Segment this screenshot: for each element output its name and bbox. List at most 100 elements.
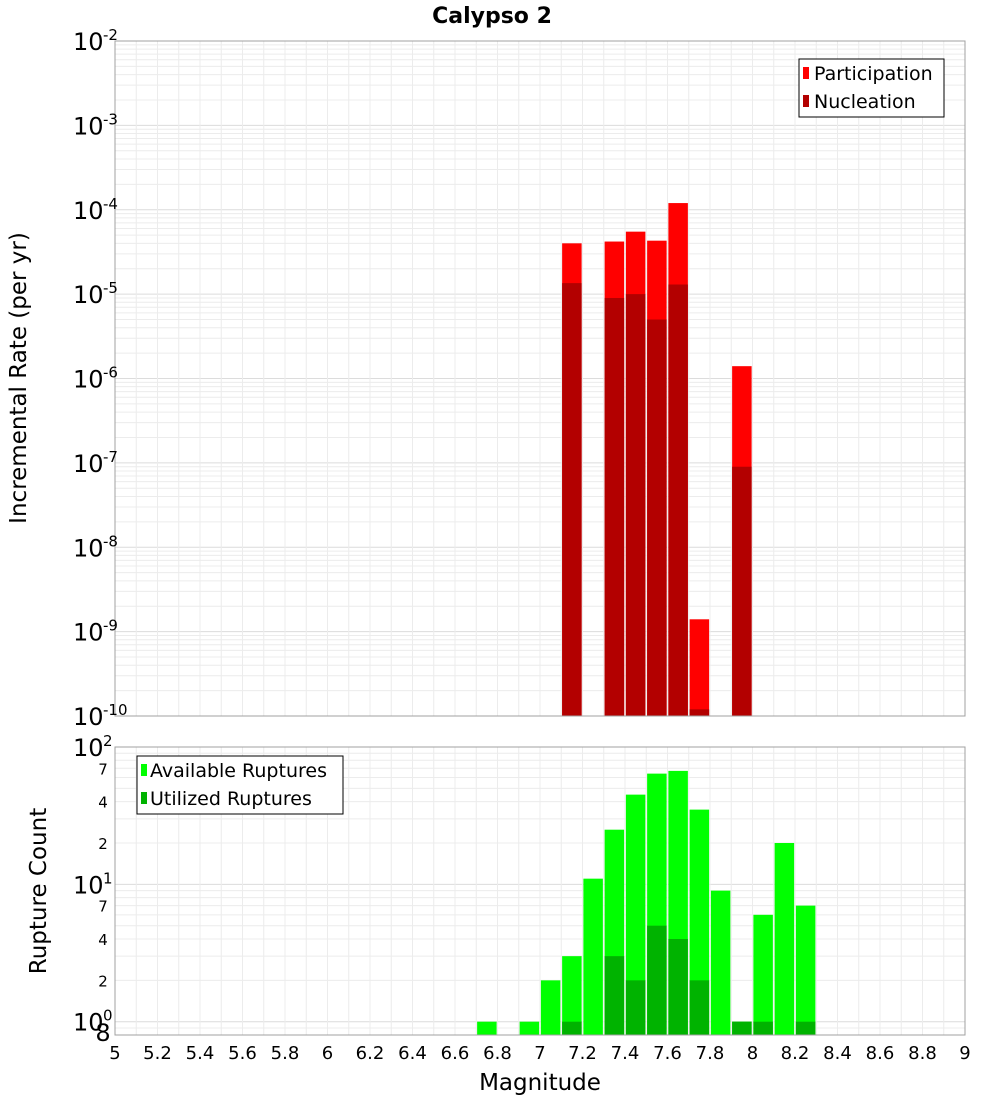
bottom-legend: Available Ruptures Utilized Ruptures — [136, 755, 344, 815]
x-tick-label: 6 — [322, 1043, 333, 1064]
top-grid — [114, 40, 966, 717]
y-tick-label-exponent: -6 — [103, 364, 118, 382]
y-tick-label-minor: 4 — [98, 931, 108, 949]
top-legend: Participation Nucleation — [798, 58, 945, 118]
x-axis-label: Magnitude — [479, 1070, 601, 1096]
nucleation-bar — [647, 319, 667, 716]
nucleation-bar — [625, 294, 646, 716]
x-tick-label: 8.8 — [908, 1043, 937, 1064]
legend-swatch-nucleation — [803, 95, 809, 107]
legend-swatch-utilized-ruptures — [141, 792, 147, 804]
y-tick-label-base: 10 — [73, 28, 104, 56]
y-tick-label-base: 10 — [73, 281, 104, 309]
y-tick-label-exponent: -2 — [103, 26, 118, 44]
y-tick-label-exponent: -5 — [103, 279, 118, 297]
available-ruptures-bar — [583, 878, 603, 1035]
y-tick-label-base: 10 — [73, 619, 104, 647]
legend-swatch-available-ruptures — [141, 764, 147, 776]
y-tick-label-minor: 7 — [98, 898, 108, 916]
x-tick-label: 8.6 — [866, 1043, 895, 1064]
y-tick-label-minor: 4 — [98, 794, 108, 812]
x-tick-label: 8 — [747, 1043, 758, 1064]
y-tick-label-minor: 8 — [95, 1019, 110, 1047]
legend-label-participation: Participation — [814, 63, 933, 85]
y-tick-label-base: 10 — [73, 734, 104, 762]
x-tick-label: 5.8 — [271, 1043, 300, 1064]
legend-label-utilized-ruptures: Utilized Ruptures — [150, 788, 312, 810]
x-tick-label: 7.4 — [611, 1043, 640, 1064]
x-tick-label: 5.2 — [143, 1043, 172, 1064]
x-tick-label: 6.6 — [441, 1043, 470, 1064]
utilized-ruptures-bar — [795, 1021, 816, 1035]
nucleation-bar — [668, 284, 688, 716]
bottom-plot-frame — [114, 746, 966, 1036]
x-tick-label: 7.2 — [568, 1043, 597, 1064]
y-tick-label-base: 10 — [73, 197, 104, 225]
utilized-ruptures-bar — [604, 956, 625, 1035]
y-tick-label-exponent: 2 — [103, 732, 113, 750]
y-tick-label-minor: 7 — [98, 760, 108, 778]
nucleation-bar — [732, 466, 752, 716]
y-tick-label-base: 10 — [73, 1009, 104, 1037]
y-tick-label-minor: 2 — [98, 972, 108, 990]
y-tick-label-base: 10 — [73, 534, 104, 562]
nucleation-bar — [604, 297, 625, 716]
utilized-ruptures-bar — [753, 1021, 773, 1035]
y-tick-label-exponent: 1 — [103, 869, 113, 887]
available-ruptures-bar — [540, 980, 561, 1035]
participation-bar — [689, 619, 710, 716]
y-tick-label-exponent: -9 — [103, 617, 118, 635]
y-tick-label-exponent: -3 — [103, 110, 118, 128]
available-ruptures-bar — [795, 905, 816, 1035]
available-ruptures-bar — [477, 1021, 497, 1035]
x-tick-label: 8.4 — [823, 1043, 852, 1064]
x-tick-label: 7.6 — [653, 1043, 682, 1064]
x-tick-label: 9 — [959, 1043, 970, 1064]
x-tick-label: 5.6 — [228, 1043, 257, 1064]
bottom-bars — [477, 770, 816, 1035]
top-bars — [562, 203, 752, 717]
x-tick-label: 6.2 — [356, 1043, 385, 1064]
available-ruptures-bar — [753, 914, 773, 1035]
y-tick-label-exponent: -4 — [103, 195, 118, 213]
y-tick-label-exponent: -8 — [103, 532, 118, 550]
y-tick-label-exponent: -10 — [103, 701, 128, 719]
available-ruptures-bar — [710, 890, 731, 1035]
bottom-grid — [114, 746, 966, 1036]
y-tick-label-base: 10 — [73, 871, 104, 899]
y-tick-label-base: 10 — [73, 366, 104, 394]
y-tick-label-minor: 2 — [98, 835, 108, 853]
available-ruptures-bar — [689, 809, 710, 1035]
top-plot-frame — [114, 40, 966, 717]
utilized-ruptures-bar — [625, 980, 646, 1035]
available-ruptures-bar — [519, 1021, 540, 1035]
y-tick-label-exponent: -7 — [103, 448, 118, 466]
utilized-ruptures-bar — [732, 1021, 752, 1035]
y-tick-label-exponent: 0 — [103, 1007, 113, 1025]
utilized-ruptures-bar — [668, 939, 688, 1035]
nucleation-bar — [562, 283, 582, 716]
x-tick-label: 8.2 — [781, 1043, 810, 1064]
x-tick-label: 5.4 — [186, 1043, 215, 1064]
x-tick-label: 6.4 — [398, 1043, 427, 1064]
available-ruptures-bar — [562, 956, 582, 1035]
utilized-ruptures-bar — [647, 925, 667, 1035]
top-legend-box — [798, 58, 945, 118]
available-ruptures-bar — [774, 843, 795, 1035]
utilized-ruptures-bar — [689, 980, 710, 1035]
available-ruptures-bar — [625, 794, 646, 1035]
legend-label-nucleation: Nucleation — [814, 91, 916, 113]
top-y-ticks: 10-210-310-410-510-610-710-810-910-10 — [73, 26, 128, 731]
bottom-legend-box — [136, 755, 344, 815]
utilized-ruptures-bar — [562, 1021, 582, 1035]
nucleation-bar — [689, 709, 710, 716]
x-tick-label: 7 — [534, 1043, 545, 1064]
top-y-axis-label: Incremental Rate (per yr) — [6, 232, 32, 524]
x-ticks: 5 5.2 5.4 5.6 5.8 6 6.2 6.4 6.6 6.8 7 7.2 7.4 7.6 7.8 8… — [109, 1043, 970, 1064]
legend-swatch-participation — [803, 67, 809, 79]
x-tick-label: 6.8 — [483, 1043, 512, 1064]
x-tick-label: 5 — [109, 1043, 120, 1064]
x-tick-label: 7.8 — [696, 1043, 725, 1064]
